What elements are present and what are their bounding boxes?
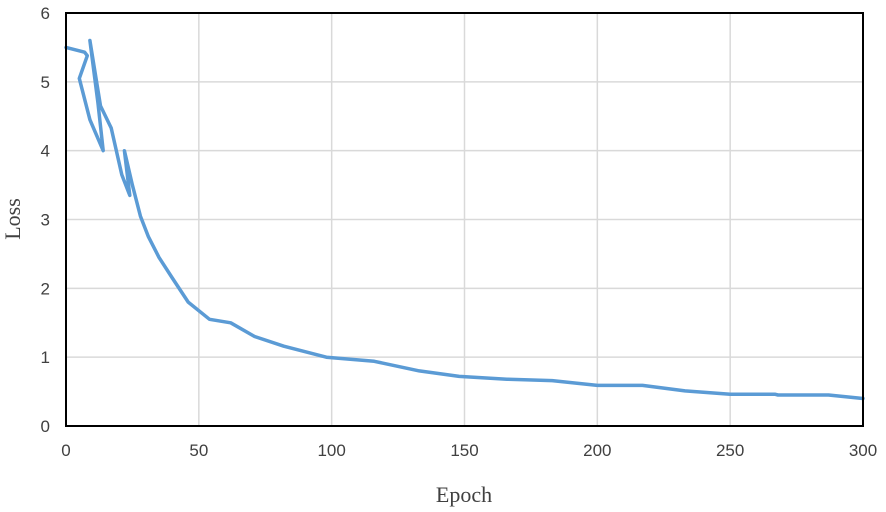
x-tick-label: 300	[849, 441, 877, 460]
x-tick-label: 250	[716, 441, 744, 460]
y-tick-label: 6	[41, 4, 50, 23]
y-tick-label: 2	[41, 279, 50, 298]
x-axis-title: Epoch	[436, 482, 492, 507]
series-layer	[64, 38, 865, 401]
x-tick-label: 0	[61, 441, 70, 460]
plot-area-frame	[65, 12, 864, 427]
y-tick-label: 4	[41, 142, 50, 161]
y-axis-title: Loss	[0, 198, 25, 240]
x-tick-label: 200	[583, 441, 611, 460]
x-tick-label: 150	[450, 441, 478, 460]
tick-labels: 0 50 100 150 200 250 300 0 1 2 3 4 5 6	[41, 4, 878, 460]
x-tick-label: 100	[317, 441, 345, 460]
y-tick-label: 0	[41, 417, 50, 436]
y-tick-label: 3	[41, 211, 50, 230]
loss-series-line	[64, 38, 865, 401]
y-tick-label: 1	[41, 348, 50, 367]
grid	[66, 13, 863, 426]
x-tick-label: 50	[189, 441, 208, 460]
y-tick-label: 5	[41, 73, 50, 92]
